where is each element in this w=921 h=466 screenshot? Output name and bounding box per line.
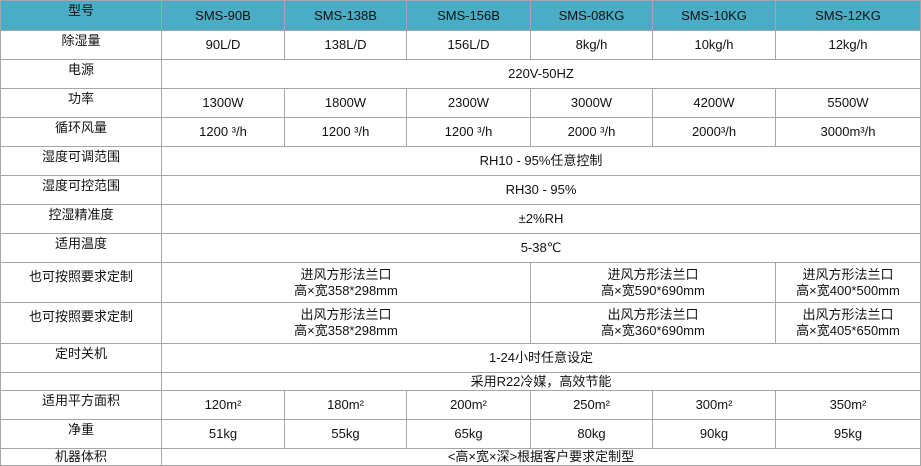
row-label: 湿度可控范围: [0, 175, 162, 205]
model-header: SMS-156B: [406, 0, 531, 31]
row-label: 也可按照要求定制: [0, 262, 162, 303]
cell: 进风方形法兰口 高×宽590*690mm: [530, 262, 776, 303]
row-area: 适用平方面积 120m² 180m² 200m² 250m² 300m² 350…: [0, 390, 921, 420]
row-label: 电源: [0, 59, 162, 89]
row-label: 适用平方面积: [0, 390, 162, 420]
row-timer: 定时关机 1-24小时任意设定: [0, 343, 921, 373]
row-volume: 机器体积 <高×宽×深>根据客户要求定制型: [0, 448, 921, 466]
cell: 进风方形法兰口 高×宽400*500mm: [775, 262, 921, 303]
row-power: 功率 1300W 1800W 2300W 3000W 4200W 5500W: [0, 88, 921, 118]
model-header: SMS-10KG: [652, 0, 776, 31]
row-label: 控湿精准度: [0, 204, 162, 234]
cell-line: 高×宽400*500mm: [796, 282, 900, 298]
cell: 出风方形法兰口 高×宽358*298mm: [161, 302, 531, 344]
cell-line: 高×宽405*650mm: [796, 323, 900, 338]
cell-line: 高×宽358*298mm: [294, 323, 398, 338]
cell-line: 出风方形法兰口: [300, 307, 392, 322]
cell: 3000W: [530, 88, 653, 118]
cell: 220V-50HZ: [161, 59, 921, 89]
cell-line: 进风方形法兰口: [802, 266, 894, 282]
row-label: 湿度可调范围: [0, 146, 162, 176]
cell-line: 进风方形法兰口: [607, 266, 699, 282]
cell: 2300W: [406, 88, 531, 118]
cell: 1200 ³/h: [406, 117, 531, 147]
cell-line: 出风方形法兰口: [607, 307, 699, 322]
cell: 51kg: [161, 419, 285, 449]
row-label: 净重: [0, 419, 162, 449]
cell: 10kg/h: [652, 30, 776, 60]
cell: 4200W: [652, 88, 776, 118]
model-header: SMS-138B: [284, 0, 407, 31]
cell: 3000m³/h: [775, 117, 921, 147]
row-label: 适用温度: [0, 233, 162, 263]
row-outlet: 也可按照要求定制 出风方形法兰口 高×宽358*298mm 出风方形法兰口 高×宽3…: [0, 302, 921, 344]
row-inlet: 也可按照要求定制 进风方形法兰口 高×宽358*298mm 进风方形法兰口 高×宽5…: [0, 262, 921, 303]
cell: 300m²: [652, 390, 776, 420]
cell: 1300W: [161, 88, 285, 118]
row-temperature: 适用温度 5-38℃: [0, 233, 921, 263]
cell: 5-38℃: [161, 233, 921, 263]
row-humidity-control: 湿度可控范围 RH30 - 95%: [0, 175, 921, 205]
cell: RH30 - 95%: [161, 175, 921, 205]
cell: 1800W: [284, 88, 407, 118]
cell: RH10 - 95%任意控制: [161, 146, 921, 176]
row-label: 除湿量: [0, 30, 162, 60]
cell: 2000 ³/h: [530, 117, 653, 147]
cell: 出风方形法兰口 高×宽360*690mm: [530, 302, 776, 344]
row-dehumidification: 除湿量 90L/D 138L/D 156L/D 8kg/h 10kg/h 12k…: [0, 30, 921, 60]
cell-line: 进风方形法兰口: [300, 266, 392, 282]
cell-line: 出风方形法兰口: [802, 307, 894, 322]
model-header: SMS-90B: [161, 0, 285, 31]
cell: 120m²: [161, 390, 285, 420]
cell: 80kg: [530, 419, 653, 449]
row-label: 定时关机: [0, 343, 162, 373]
cell: 8kg/h: [530, 30, 653, 60]
row-label: 功率: [0, 88, 162, 118]
cell: 90L/D: [161, 30, 285, 60]
model-header: SMS-08KG: [530, 0, 653, 31]
row-label: 循环风量: [0, 117, 162, 147]
cell-line: 高×宽590*690mm: [601, 282, 705, 298]
cell: 156L/D: [406, 30, 531, 60]
cell: <高×宽×深>根据客户要求定制型: [161, 448, 921, 466]
row-label: 机器体积: [0, 448, 162, 466]
header-label: 型号: [0, 0, 162, 31]
cell: 出风方形法兰口 高×宽405*650mm: [775, 302, 921, 344]
cell: 90kg: [652, 419, 776, 449]
cell: ±2%RH: [161, 204, 921, 234]
cell: 200m²: [406, 390, 531, 420]
row-label: [0, 372, 162, 391]
row-refrigerant: 采用R22冷媒，高效节能: [0, 372, 921, 391]
cell: 进风方形法兰口 高×宽358*298mm: [161, 262, 531, 303]
cell-line: 高×宽360*690mm: [601, 323, 705, 338]
row-power-supply: 电源 220V-50HZ: [0, 59, 921, 89]
cell: 180m²: [284, 390, 407, 420]
cell: 2000³/h: [652, 117, 776, 147]
row-accuracy: 控湿精准度 ±2%RH: [0, 204, 921, 234]
cell: 350m²: [775, 390, 921, 420]
header-row: 型号 SMS-90B SMS-138B SMS-156B SMS-08KG SM…: [0, 0, 921, 31]
cell-line: 高×宽358*298mm: [294, 282, 398, 298]
cell: 12kg/h: [775, 30, 921, 60]
cell: 采用R22冷媒，高效节能: [161, 372, 921, 391]
model-header: SMS-12KG: [775, 0, 921, 31]
cell: 55kg: [284, 419, 407, 449]
row-weight: 净重 51kg 55kg 65kg 80kg 90kg 95kg: [0, 419, 921, 449]
row-label: 也可按照要求定制: [0, 302, 162, 344]
cell: 138L/D: [284, 30, 407, 60]
row-airflow: 循环风量 1200 ³/h 1200 ³/h 1200 ³/h 2000 ³/h…: [0, 117, 921, 147]
cell: 250m²: [530, 390, 653, 420]
cell: 65kg: [406, 419, 531, 449]
cell: 1200 ³/h: [284, 117, 407, 147]
cell: 1200 ³/h: [161, 117, 285, 147]
cell: 1-24小时任意设定: [161, 343, 921, 373]
cell: 95kg: [775, 419, 921, 449]
row-humidity-adjust: 湿度可调范围 RH10 - 95%任意控制: [0, 146, 921, 176]
cell: 5500W: [775, 88, 921, 118]
